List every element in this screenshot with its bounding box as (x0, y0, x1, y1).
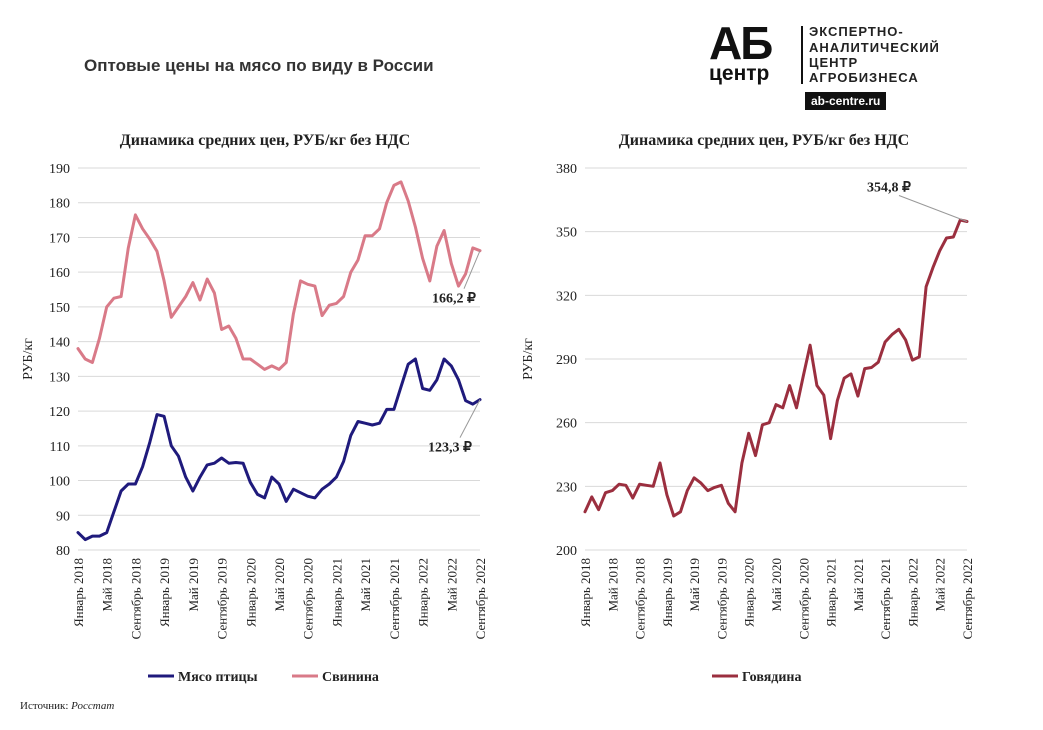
x-tick-label-left: Сентябрь 2020 (301, 558, 316, 639)
logo: АБ центр ЭКСПЕРТНО- АНАЛИТИЧЕСКИЙ ЦЕНТР … (705, 17, 960, 112)
x-tick-label-right: Январь 2021 (824, 558, 839, 627)
x-tick-label-right: Январь 2018 (578, 558, 593, 627)
logo-ab-mark: АБ (709, 17, 773, 69)
y-tick-label-right: 260 (556, 417, 577, 432)
chart-title-right: Динамика средних цен, РУБ/кг без НДС (619, 132, 909, 149)
y-tick-label-right: 350 (556, 226, 577, 241)
x-tick-label-right: Сентябрь 2019 (714, 558, 729, 639)
x-tick-label-left: Сентябрь 2019 (215, 558, 230, 639)
x-tick-label-right: Январь 2022 (905, 558, 920, 627)
legend-label-right-0: Говядина (742, 670, 802, 685)
y-tick-label-left: 180 (49, 197, 70, 212)
y-tick-label-left: 80 (56, 544, 70, 559)
series-line-left-1 (76, 180, 482, 371)
logo-centr-word: центр (709, 62, 770, 85)
chart-title-left: Динамика средних цен, РУБ/кг без НДС (120, 132, 410, 149)
data-label-left-1: 166,2 ₽ (432, 292, 476, 307)
x-tick-label-left: Сентябрь 2022 (473, 558, 488, 639)
x-tick-label-left: Май 2022 (444, 558, 459, 612)
logo-line-3: ЦЕНТР (809, 55, 859, 70)
y-axis-label-left: РУБ/кг (21, 338, 36, 380)
y-tick-label-left: 150 (49, 301, 70, 316)
logo-line-1: ЭКСПЕРТНО- (809, 24, 904, 39)
logo-site-badge: ab-centre.ru (805, 92, 887, 110)
x-tick-label-right: Сентябрь 2021 (878, 558, 893, 639)
x-tick-label-right: Январь 2020 (742, 558, 757, 627)
x-tick-label-left: Январь 2021 (329, 558, 344, 627)
series-line-left-0 (76, 357, 482, 542)
source-value: Росстат (71, 700, 115, 712)
x-tick-label-left: Май 2020 (272, 558, 287, 612)
series-line-right-0 (583, 218, 969, 518)
data-label-leader-right-0 (898, 195, 968, 222)
x-tick-label-left: Январь 2019 (157, 558, 172, 627)
x-tick-label-left: Май 2021 (358, 558, 373, 612)
y-tick-label-left: 140 (49, 336, 70, 351)
y-tick-label-left: 110 (50, 440, 70, 455)
y-tick-label-left: 190 (49, 162, 70, 177)
x-tick-label-left: Май 2019 (186, 558, 201, 612)
y-tick-label-left: 90 (56, 509, 70, 524)
source-note: Источник: Росстат (20, 700, 114, 712)
data-label-right-0: 354,8 ₽ (867, 180, 911, 195)
y-tick-label-left: 130 (49, 370, 70, 385)
x-tick-label-right: Май 2021 (851, 558, 866, 612)
x-tick-label-left: Май 2018 (100, 558, 115, 612)
data-label-leader-left-0 (459, 399, 481, 438)
source-label: Источник: (20, 700, 69, 712)
y-tick-label-left: 170 (49, 231, 70, 246)
x-tick-label-right: Май 2022 (933, 558, 948, 612)
x-tick-label-left: Сентябрь 2018 (128, 558, 143, 639)
data-label-leader-left-1 (463, 250, 481, 289)
y-tick-label-right: 320 (556, 289, 577, 304)
y-tick-label-right: 290 (556, 353, 577, 368)
x-tick-label-right: Май 2020 (769, 558, 784, 612)
y-tick-label-left: 160 (49, 266, 70, 281)
x-tick-label-left: Сентябрь 2021 (387, 558, 402, 639)
logo-line-2: АНАЛИТИЧЕСКИЙ (809, 40, 940, 55)
y-tick-label-right: 230 (556, 480, 577, 495)
page-title: Оптовые цены на мясо по виду в России (84, 56, 434, 75)
x-tick-label-right: Январь 2019 (660, 558, 675, 627)
x-tick-label-right: Май 2019 (687, 558, 702, 612)
x-tick-label-right: Май 2018 (605, 558, 620, 612)
legend-label-left-0: Мясо птицы (178, 670, 258, 685)
data-label-left-0: 123,3 ₽ (428, 441, 472, 456)
x-tick-label-left: Январь 2022 (416, 558, 431, 627)
y-tick-label-left: 100 (49, 475, 70, 490)
x-tick-label-right: Сентябрь 2022 (960, 558, 975, 639)
x-tick-label-right: Сентябрь 2018 (633, 558, 648, 639)
x-tick-label-right: Сентябрь 2020 (796, 558, 811, 639)
y-tick-label-right: 380 (556, 162, 577, 177)
x-tick-label-left: Январь 2020 (243, 558, 258, 627)
x-tick-label-left: Январь 2018 (71, 558, 86, 627)
y-tick-label-right: 200 (556, 544, 577, 559)
legend-label-left-1: Свинина (322, 670, 379, 685)
y-axis-label-right: РУБ/кг (521, 338, 536, 380)
y-tick-label-left: 120 (49, 405, 70, 420)
logo-divider (801, 26, 803, 84)
logo-line-4: АГРОБИЗНЕСА (809, 70, 919, 85)
